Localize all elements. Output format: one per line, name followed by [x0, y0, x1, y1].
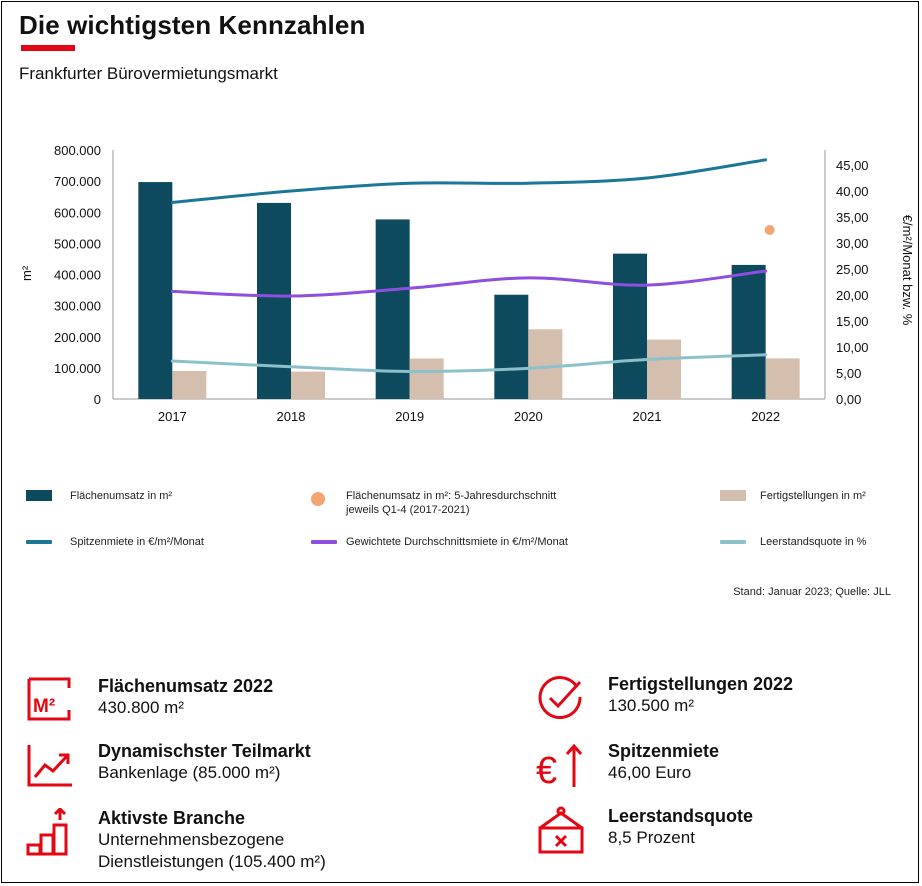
chart-lines	[170, 158, 775, 373]
kpi-flaechenumsatz-title: Flächenumsatz 2022	[98, 676, 274, 696]
x-tick-label: 2020	[514, 409, 543, 424]
legend-swatch-leerstand	[720, 540, 746, 544]
page-subtitle: Frankfurter Bürovermietungsmarkt	[19, 64, 278, 83]
y-left-tick-label: 100.000	[54, 361, 101, 376]
line-spitzenmiete	[170, 158, 768, 204]
euro-up-icon-text: €	[536, 750, 557, 791]
bar-flaechenumsatz	[731, 264, 766, 399]
bar-fertigstellungen	[409, 358, 444, 399]
bar-flaechenumsatz	[257, 202, 291, 399]
kpi-leerstand-title: Leerstandsquote	[608, 806, 754, 826]
kpi-branche-title: Aktivste Branche	[98, 808, 246, 828]
m2-icon-text: M²	[33, 696, 55, 717]
chart-axes	[112, 150, 826, 400]
y-right-tick-label: 5,00	[836, 366, 861, 381]
y-left-tick-label: 800.000	[54, 143, 101, 158]
y-right-tick-label: 10,00	[836, 340, 869, 355]
y-left-tick-label: 500.000	[54, 236, 101, 251]
y-left-tick-label: 300.000	[54, 299, 101, 314]
m2-icon: M²	[27, 677, 71, 721]
bar-fertigstellungen	[647, 339, 681, 399]
kpi-teilmarkt: Dynamischster Teilmarkt Bankenlage (85.0…	[26, 741, 446, 791]
checkmark-icon	[538, 676, 582, 719]
kpi-branche-value: Unternehmensbezogene	[98, 830, 285, 849]
y-left-tick-label: 0	[94, 392, 101, 407]
legend-label-fuenfjahr-line1: Flächenumsatz in m²: 5-Jahresdurchschnit…	[346, 490, 557, 502]
legend-swatch-spitzenmiete	[26, 540, 52, 544]
title-accent-bar	[21, 45, 75, 51]
x-tick-label: 2017	[158, 409, 187, 424]
kpi-branche: Aktivste Branche Unternehmensbezogene Di…	[26, 808, 446, 878]
page-title: Die wichtigsten Kennzahlen	[19, 10, 366, 40]
y-right-tick-label: 20,00	[836, 288, 869, 303]
y-right-tick-label: 0,00	[836, 392, 861, 407]
bar-fertigstellungen	[765, 358, 800, 399]
y-right-tick-label: 40,00	[836, 184, 869, 199]
y-right-tick-label: 25,00	[836, 262, 869, 277]
legend-swatch-flaechenumsatz	[26, 490, 52, 501]
source-note: Stand: Januar 2023; Quelle: JLL	[733, 586, 891, 598]
kpi-teilmarkt-title: Dynamischster Teilmarkt	[98, 741, 311, 761]
legend-swatch-fuenfjahr	[311, 492, 325, 506]
kpi-flaechenumsatz: M² Flächenumsatz 2022 430.800 m²	[26, 676, 446, 726]
bar-flaechenumsatz	[375, 219, 410, 399]
chart-bars	[138, 182, 800, 399]
kpi-leerstand: Leerstandsquote 8,5 Prozent	[536, 806, 906, 856]
bar-flaechenumsatz	[494, 294, 529, 399]
kpi-fertigstellungen-title: Fertigstellungen 2022	[608, 674, 794, 694]
kpi-flaechenumsatz-value: 430.800 m²	[98, 698, 184, 717]
kpi-teilmarkt-value: Bankenlage (85.000 m²)	[98, 763, 281, 782]
legend-label-leerstand: Leerstandsquote in %	[760, 536, 867, 548]
legend-label-fuenfjahr-line2: jeweils Q1-4 (2017-2021)	[346, 504, 470, 516]
legend-swatch-durchschnittsmiete	[311, 540, 337, 544]
bar-flaechenumsatz	[613, 253, 647, 399]
x-tick-label: 2021	[633, 409, 662, 424]
bar-fertigstellungen	[528, 329, 563, 399]
y-right-tick-label: 45,00	[836, 158, 869, 173]
vacancy-sign-icon	[538, 806, 584, 854]
bar-fertigstellungen	[172, 370, 207, 399]
kpi-leerstand-value: 8,5 Prozent	[608, 828, 695, 847]
y-right-tick-label: 30,00	[836, 236, 869, 251]
trend-chart-icon	[27, 745, 72, 787]
x-tick-label: 2019	[395, 409, 424, 424]
legend-label-fuenfjahr: Flächenumsatz in m²: 5-Jahresdurchschnit…	[346, 489, 556, 517]
line-durchschnittsmiete	[170, 269, 768, 298]
kpi-spitzenmiete: € Spitzenmiete 46,00 Euro	[536, 741, 906, 791]
stairs-arrow-icon	[26, 808, 68, 856]
euro-up-icon: €	[536, 743, 583, 791]
bar-fertigstellungen	[291, 371, 325, 399]
legend-label-durchschnittsmiete: Gewichtete Durchschnittsmiete in €/m²/Mo…	[346, 536, 568, 548]
y-right-tick-label: 15,00	[836, 314, 869, 329]
y-left-axis-title: m²	[19, 265, 34, 281]
line-leerstandsquote	[170, 353, 768, 373]
chart-labels: 0 100.000 200.000 300.000 400.000 500.000 600.…	[19, 143, 915, 424]
legend-label-spitzenmiete: Spitzenmiete in €/m²/Monat	[70, 536, 204, 548]
kpi-spitzenmiete-value: 46,00 Euro	[608, 763, 692, 782]
y-left-tick-label: 400.000	[54, 268, 101, 283]
bar-flaechenumsatz	[138, 182, 173, 399]
kpi-fertigstellungen: Fertigstellungen 2022 130.500 m²	[536, 674, 906, 724]
x-tick-label: 2022	[751, 409, 780, 424]
y-left-tick-label: 600.000	[54, 205, 101, 220]
point-fuenfjahresdurchschnitt	[764, 225, 775, 235]
y-right-axis-title: €/m²/Monat bzw. %	[900, 215, 915, 326]
y-left-tick-label: 700.000	[54, 174, 101, 189]
x-tick-label: 2018	[277, 409, 306, 424]
kpi-spitzenmiete-title: Spitzenmiete	[608, 741, 720, 761]
y-left-tick-label: 200.000	[54, 330, 101, 345]
kpi-fertigstellungen-value: 130.500 m²	[608, 696, 694, 715]
legend-swatch-fertigstellungen	[720, 490, 746, 501]
legend-label-flaechenumsatz: Flächenumsatz in m²	[70, 490, 173, 502]
kpi-branche-value-line2: Dienstleistungen (105.400 m²)	[98, 852, 326, 871]
y-right-tick-label: 35,00	[836, 210, 869, 225]
legend-label-fertigstellungen: Fertigstellungen in m²	[760, 490, 866, 502]
combo-chart: 0 100.000 200.000 300.000 400.000 500.000 600.…	[19, 143, 915, 424]
